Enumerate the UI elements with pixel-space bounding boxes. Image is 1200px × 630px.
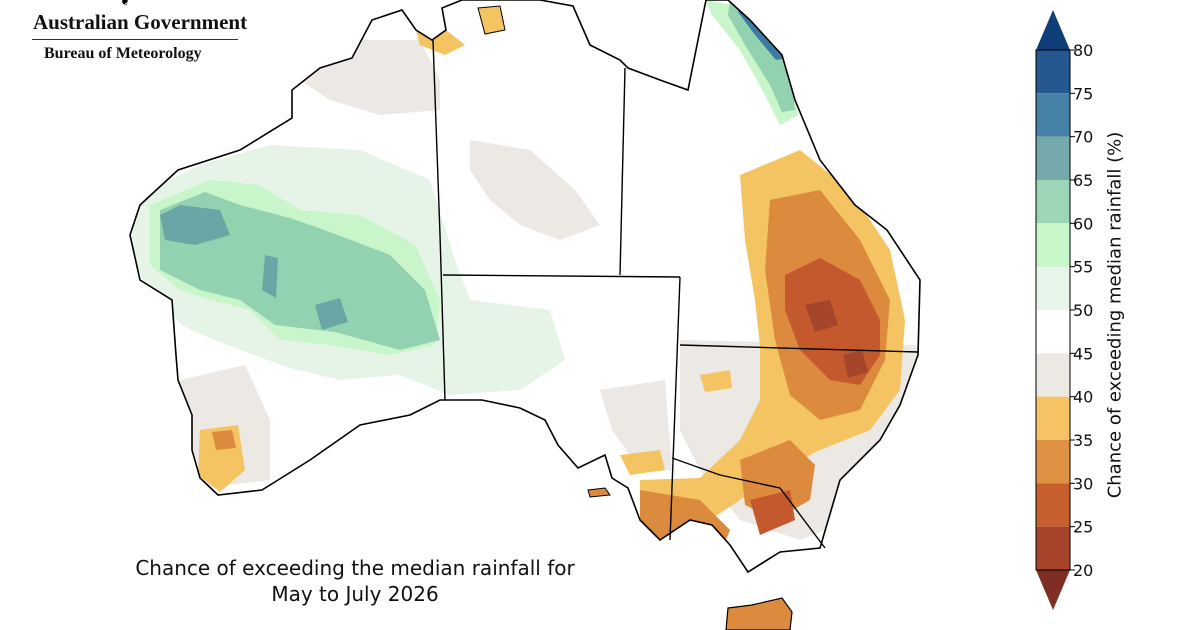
kangaroo-island <box>587 487 611 498</box>
colorbar-bottom-arrow <box>1036 570 1070 610</box>
colorbar-band-30-35 <box>1036 440 1070 484</box>
colorbar-tick-label: 50 <box>1073 301 1093 320</box>
border-nt-qld <box>619 67 626 276</box>
logo-bureau-text: Bureau of Meteorology <box>44 45 202 62</box>
colorbar-tick-label: 20 <box>1073 561 1093 580</box>
colorbar-tick-label: 60 <box>1073 214 1093 233</box>
colorbar-tick-label: 25 <box>1073 518 1093 537</box>
field-35-40-gulf <box>620 450 665 475</box>
colorbar-band-45-50 <box>1036 310 1070 354</box>
colorbar-band-50-55 <box>1036 266 1070 310</box>
colorbar-tick-label: 40 <box>1073 388 1093 407</box>
border-sa-east <box>669 276 681 541</box>
field-grey-nt <box>470 140 600 240</box>
colorbar-tick-label: 55 <box>1073 258 1093 277</box>
field-25-30-vic <box>750 490 795 535</box>
map-title-line-1: Chance of exceeding the median rainfall … <box>135 556 575 580</box>
colorbar-band-25-30 <box>1036 483 1070 527</box>
colorbar-top-arrow <box>1036 10 1070 50</box>
colorbar-tick-label: 45 <box>1073 344 1093 363</box>
colorbar-band-35-40 <box>1036 396 1070 440</box>
colorbar-band-55-60 <box>1036 223 1070 267</box>
field-65-70-qld <box>728 0 795 112</box>
colorbar-tick-label: 75 <box>1073 84 1093 103</box>
colorbar-tick-label: 80 <box>1073 41 1093 60</box>
colorbar-tick-label: 35 <box>1073 431 1093 450</box>
map-title-line-2: May to July 2026 <box>271 582 439 606</box>
colorbar-bands <box>1036 50 1070 570</box>
coat-of-arms-icon: ❦ <box>120 0 131 8</box>
colorbar-band-20-25 <box>1036 526 1070 570</box>
field-70-75-pilbara <box>262 255 278 298</box>
field-70-75-west <box>160 205 230 245</box>
colorbar-band-60-65 <box>1036 180 1070 224</box>
border-nsw-vic <box>671 457 826 549</box>
colorbar-band-40-45 <box>1036 353 1070 397</box>
tasmania <box>725 597 793 630</box>
colorbar-tick-label: 70 <box>1073 128 1093 147</box>
map-title: Chance of exceeding the median rainfall … <box>70 555 640 607</box>
field-grey-sa <box>600 380 672 470</box>
field-35-40-nsw-west <box>700 370 732 392</box>
colorbar-tick-label: 65 <box>1073 171 1093 190</box>
colorbar-tick-label: 30 <box>1073 474 1093 493</box>
border-nt-sa <box>442 274 681 278</box>
field-30-35-sw <box>212 430 236 450</box>
logo-government-text: Australian Government <box>33 10 248 34</box>
outlook-fields <box>130 0 920 555</box>
border-qld-nsw <box>679 344 919 353</box>
logo-divider <box>32 39 238 40</box>
colorbar-band-75-80 <box>1036 50 1070 94</box>
field-20-25-nsw <box>843 350 868 378</box>
colorbar-axis-label: Chance of exceeding median rainfall (%) <box>1104 131 1126 499</box>
colorbar-band-70-75 <box>1036 93 1070 137</box>
coastline <box>129 0 921 574</box>
colorbar-legend: 80 75 70 65 60 55 50 45 40 35 30 25 20 <box>1035 10 1093 610</box>
bom-logo: ❦ Australian Government Bureau of Meteor… <box>28 0 247 70</box>
rainfall-outlook-map <box>129 0 921 630</box>
tiwi-islands <box>477 5 506 35</box>
border-wa <box>432 39 446 401</box>
field-70-75-inland <box>315 298 348 330</box>
field-65-70-west <box>160 192 440 350</box>
colorbar-band-65-70 <box>1036 136 1070 180</box>
colorbar-ticks: 80 75 70 65 60 55 50 45 40 35 30 25 20 <box>1070 41 1093 580</box>
field-20-25-east <box>805 300 838 332</box>
